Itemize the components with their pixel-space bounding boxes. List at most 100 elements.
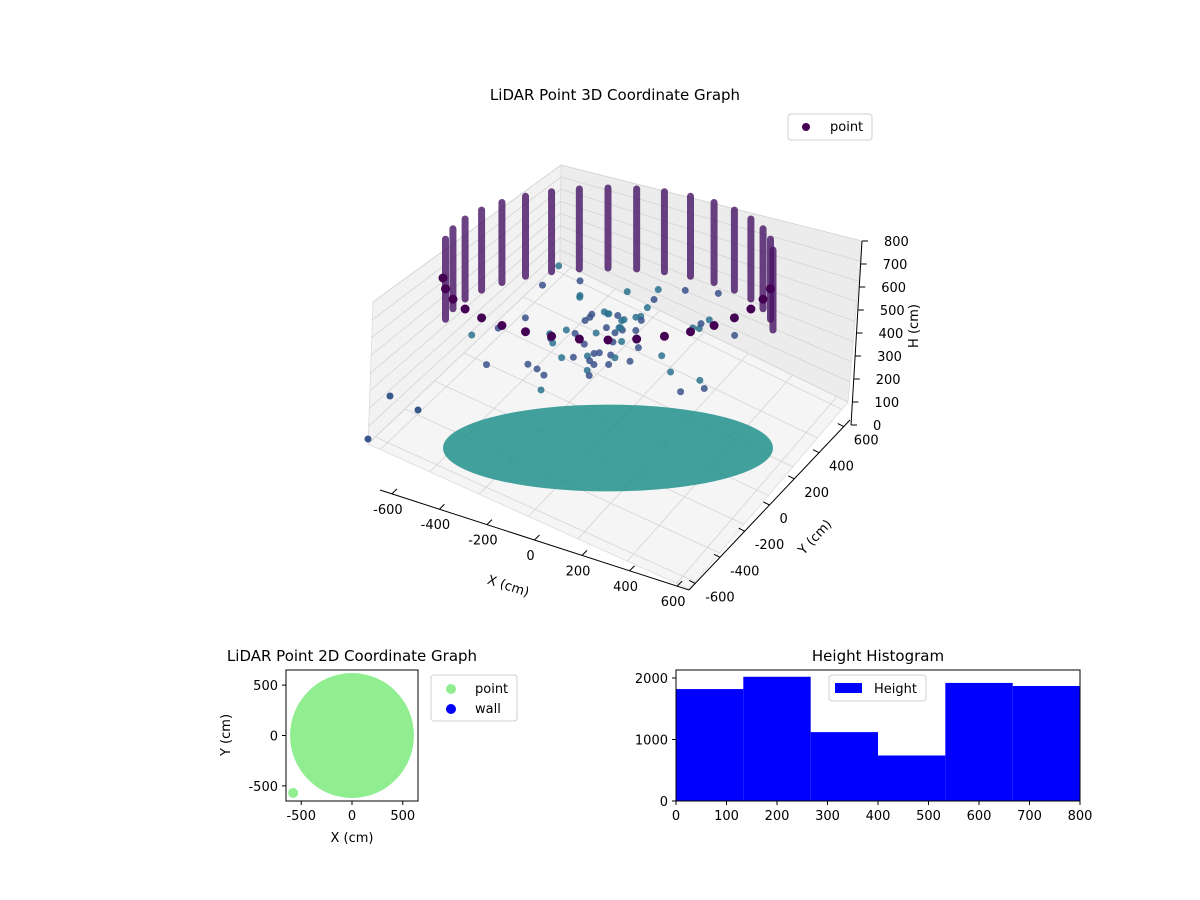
histogram-axes: Height Histogram 0 100 200 300 400 500 600 700 8… [635, 647, 1093, 824]
point-marker [593, 330, 600, 337]
point-marker [576, 292, 583, 299]
point-marker [461, 305, 470, 314]
outlier-point [415, 407, 422, 414]
x-tick-label: -200 [468, 534, 498, 549]
point-marker [497, 321, 506, 330]
x-tick-label: 400 [613, 580, 638, 595]
y-tick-mark [788, 476, 794, 479]
chart-title-2d: LiDAR Point 2D Coordinate Graph [227, 647, 477, 665]
point-marker [766, 284, 775, 293]
point-marker [686, 327, 695, 336]
point-marker [538, 386, 545, 393]
point-marker [558, 354, 565, 361]
y-tick-label: -600 [705, 590, 735, 605]
point-marker [575, 335, 584, 344]
x-tick-mark [439, 504, 444, 509]
y-tick-label: -400 [730, 564, 760, 579]
z-tick-label: 700 [883, 258, 908, 273]
x-tick-label: 0 [348, 809, 356, 824]
point-marker [540, 372, 547, 379]
scatter-2d-axes: LiDAR Point 2D Coordinate Graph -500 0 500… [219, 647, 517, 846]
point-marker [746, 305, 755, 314]
x-tick-mark [630, 566, 635, 571]
point-marker [534, 365, 541, 372]
histogram-bar [878, 755, 945, 801]
legend-3d: point [788, 114, 872, 140]
x-axis-label-3d: X (cm) [485, 573, 531, 601]
y-tick-label: 400 [829, 460, 854, 475]
scatter-2d-point-cloud [290, 673, 414, 798]
y-tick-label: 600 [854, 434, 879, 449]
y-tick-mark [838, 424, 844, 427]
x-tick-label: 800 [1068, 809, 1093, 824]
y-axis-label-2d: Y (cm) [219, 714, 234, 757]
y-tick-label: 2000 [635, 672, 668, 687]
y-tick-label: 0 [780, 512, 788, 527]
point-marker [477, 313, 486, 322]
point-marker [288, 788, 298, 798]
y-tick-label: 0 [270, 730, 278, 745]
x-tick-label: -600 [373, 503, 403, 518]
x-tick-label: 600 [967, 809, 992, 824]
point-marker [632, 327, 639, 334]
point-marker [555, 262, 562, 269]
y-tick-mark [764, 502, 770, 505]
x-tick-label: 700 [1017, 809, 1042, 824]
y-tick-label: -500 [248, 780, 278, 795]
point-marker [715, 290, 722, 297]
point-marker [710, 321, 719, 330]
point-marker [539, 282, 546, 289]
point-marker [651, 296, 658, 303]
point-marker [624, 288, 631, 295]
scatter-3d-axes: LiDAR Point 3D Coordinate Graph -600 -400… [365, 86, 923, 610]
legend-label-point-3d: point [830, 120, 863, 135]
x-tick-label: 400 [866, 809, 891, 824]
point-marker [644, 304, 651, 311]
x-tick-mark [487, 520, 492, 525]
x-tick-label: -400 [421, 518, 451, 533]
point-marker [604, 310, 611, 317]
point-marker [586, 357, 593, 364]
x-tick-mark [392, 489, 397, 494]
y-tick-label: 200 [804, 486, 829, 501]
x-tick-mark [535, 535, 540, 540]
point-marker [563, 326, 570, 333]
chart-title-3d: LiDAR Point 3D Coordinate Graph [490, 86, 740, 104]
x-tick-label: -500 [286, 809, 316, 824]
legend-marker-point-2d [446, 684, 456, 694]
legend-marker-wall-2d [446, 704, 456, 714]
z-tick-label: 600 [881, 281, 906, 296]
outlier-point [365, 436, 372, 443]
point-marker [439, 274, 448, 283]
x-tick-label: 200 [765, 809, 790, 824]
point-marker [611, 354, 618, 361]
point-marker [701, 385, 708, 392]
legend-label-wall-2d: wall [475, 702, 501, 717]
z-tick-label: 200 [876, 373, 901, 388]
x-tick-label: 100 [714, 809, 739, 824]
point-marker [682, 287, 689, 294]
y-tick-label: 1000 [635, 733, 668, 748]
z-tick-label: 100 [874, 396, 899, 411]
point-marker [730, 313, 739, 322]
outlier-point [387, 393, 394, 400]
y-tick-label: 500 [253, 679, 278, 694]
x-tick-label: 300 [815, 809, 840, 824]
point-marker [677, 388, 684, 395]
point-marker [586, 314, 593, 321]
y-axis-label-3d: Y (cm) [795, 517, 835, 559]
legend-marker-height [835, 683, 862, 693]
histogram-bar [743, 677, 810, 801]
point-marker [618, 338, 625, 345]
x-axis-label-2d: X (cm) [331, 831, 374, 846]
histogram-bar [676, 689, 743, 801]
point-marker [698, 320, 705, 327]
x-tick-mark [582, 550, 587, 555]
z-tick-label: 0 [873, 419, 881, 434]
histogram-bar [811, 732, 878, 801]
x-tick-label: 0 [672, 809, 680, 824]
legend-label-point-2d: point [475, 682, 508, 697]
legend-label-height: Height [874, 682, 917, 697]
y-tick-label: 0 [660, 795, 668, 810]
chart-title-histogram: Height Histogram [812, 647, 944, 665]
